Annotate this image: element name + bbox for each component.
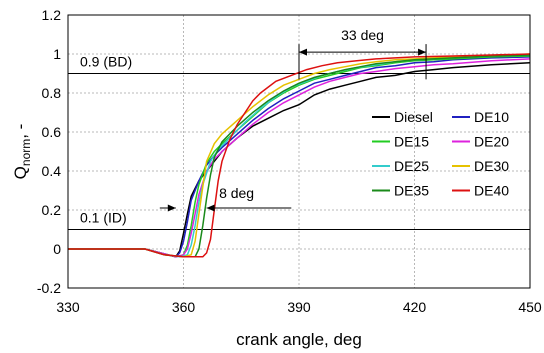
y-tick-labels: -0.2 0 0.2 0.4 0.6 0.8 1 1.2 xyxy=(37,7,61,296)
annotation-arrowhead xyxy=(418,48,427,56)
series-line xyxy=(68,56,531,258)
legend-label: DE35 xyxy=(394,183,429,199)
y-axis-title-subscript: norm xyxy=(19,139,33,166)
x-tick-label: 360 xyxy=(172,299,196,315)
y-axis-title-suffix: , - xyxy=(11,124,30,139)
annotations: 33 deg 8 deg xyxy=(159,27,427,212)
series-line xyxy=(68,58,531,258)
series-lines xyxy=(68,53,531,258)
y-axis-title-main: Q xyxy=(11,166,30,179)
legend: Diesel DE10 DE15 DE20 DE25 DE30 DE35 DE40 xyxy=(372,109,509,199)
annotation-label: 8 deg xyxy=(219,185,254,201)
x-tick-label: 330 xyxy=(56,299,80,315)
annotation-label: 33 deg xyxy=(341,27,384,43)
legend-label: Diesel xyxy=(394,109,433,125)
series-line xyxy=(68,54,531,258)
y-tick-label: 1.2 xyxy=(42,7,62,23)
x-tick-label: 450 xyxy=(518,299,542,315)
series-line xyxy=(68,53,531,258)
legend-label: DE10 xyxy=(474,109,509,125)
legend-label: DE20 xyxy=(474,134,509,150)
annotation-arrowhead xyxy=(206,204,215,212)
y-tick-label: 0 xyxy=(53,241,61,257)
x-axis-title: crank angle, deg xyxy=(236,330,362,349)
x-tick-label: 420 xyxy=(403,299,427,315)
y-tick-label: 0.6 xyxy=(42,124,62,140)
series-line xyxy=(68,62,531,258)
y-tick-label: 0.4 xyxy=(42,163,62,179)
y-tick-label: -0.2 xyxy=(37,280,61,296)
y-tick-label: 0.8 xyxy=(42,85,62,101)
y-axis-title: Qnorm, - xyxy=(11,124,33,180)
annotation-arrowhead xyxy=(167,204,176,212)
legend-label: DE15 xyxy=(394,134,429,150)
legend-label: DE30 xyxy=(474,158,509,174)
y-tick-label: 1 xyxy=(53,46,61,62)
x-tick-labels: 330 360 390 420 450 xyxy=(56,299,542,315)
legend-label: DE40 xyxy=(474,183,509,199)
x-tick-label: 390 xyxy=(287,299,311,315)
plot-frame xyxy=(67,14,531,289)
series-line xyxy=(68,53,531,258)
annotation-arrowhead xyxy=(299,48,307,56)
reference-line-label: 0.1 (ID) xyxy=(80,210,127,226)
reference-line-label: 0.9 (BD) xyxy=(80,54,132,70)
legend-label: DE25 xyxy=(394,158,429,174)
y-tick-label: 0.2 xyxy=(42,202,62,218)
